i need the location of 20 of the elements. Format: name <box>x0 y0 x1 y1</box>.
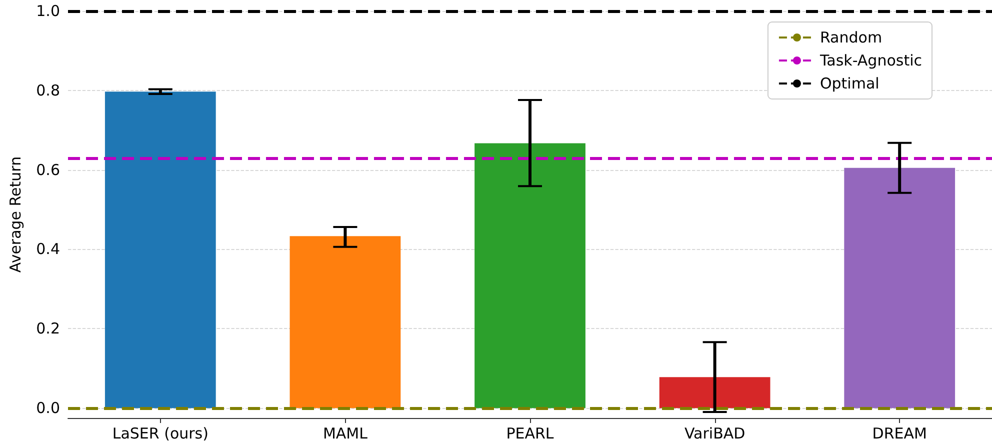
y-tick-label: 0.6 <box>36 160 60 179</box>
y-tick-label: 0.0 <box>36 399 60 418</box>
legend-label: Task-Agnostic <box>818 52 922 70</box>
x-tick-label: DREAM <box>872 424 927 442</box>
y-tick-label: 0.4 <box>36 240 60 258</box>
x-tick-label: LaSER (ours) <box>112 424 208 442</box>
bar <box>290 236 401 408</box>
bar <box>474 143 586 408</box>
bar <box>104 92 216 408</box>
y-tick-label: 0.8 <box>36 81 60 100</box>
bar <box>659 377 770 408</box>
x-tick-label: PEARL <box>506 424 554 442</box>
y-tick-label: 0.2 <box>36 320 60 338</box>
legend-label: Optimal <box>820 74 880 92</box>
y-axis-title: Average Return <box>6 156 24 273</box>
legend-label: Random <box>820 28 882 46</box>
bar <box>844 168 956 408</box>
x-tick-label: MAML <box>322 424 368 442</box>
x-tick-label: VariBAD <box>684 424 746 442</box>
y-tick-label: 1.0 <box>36 2 60 20</box>
